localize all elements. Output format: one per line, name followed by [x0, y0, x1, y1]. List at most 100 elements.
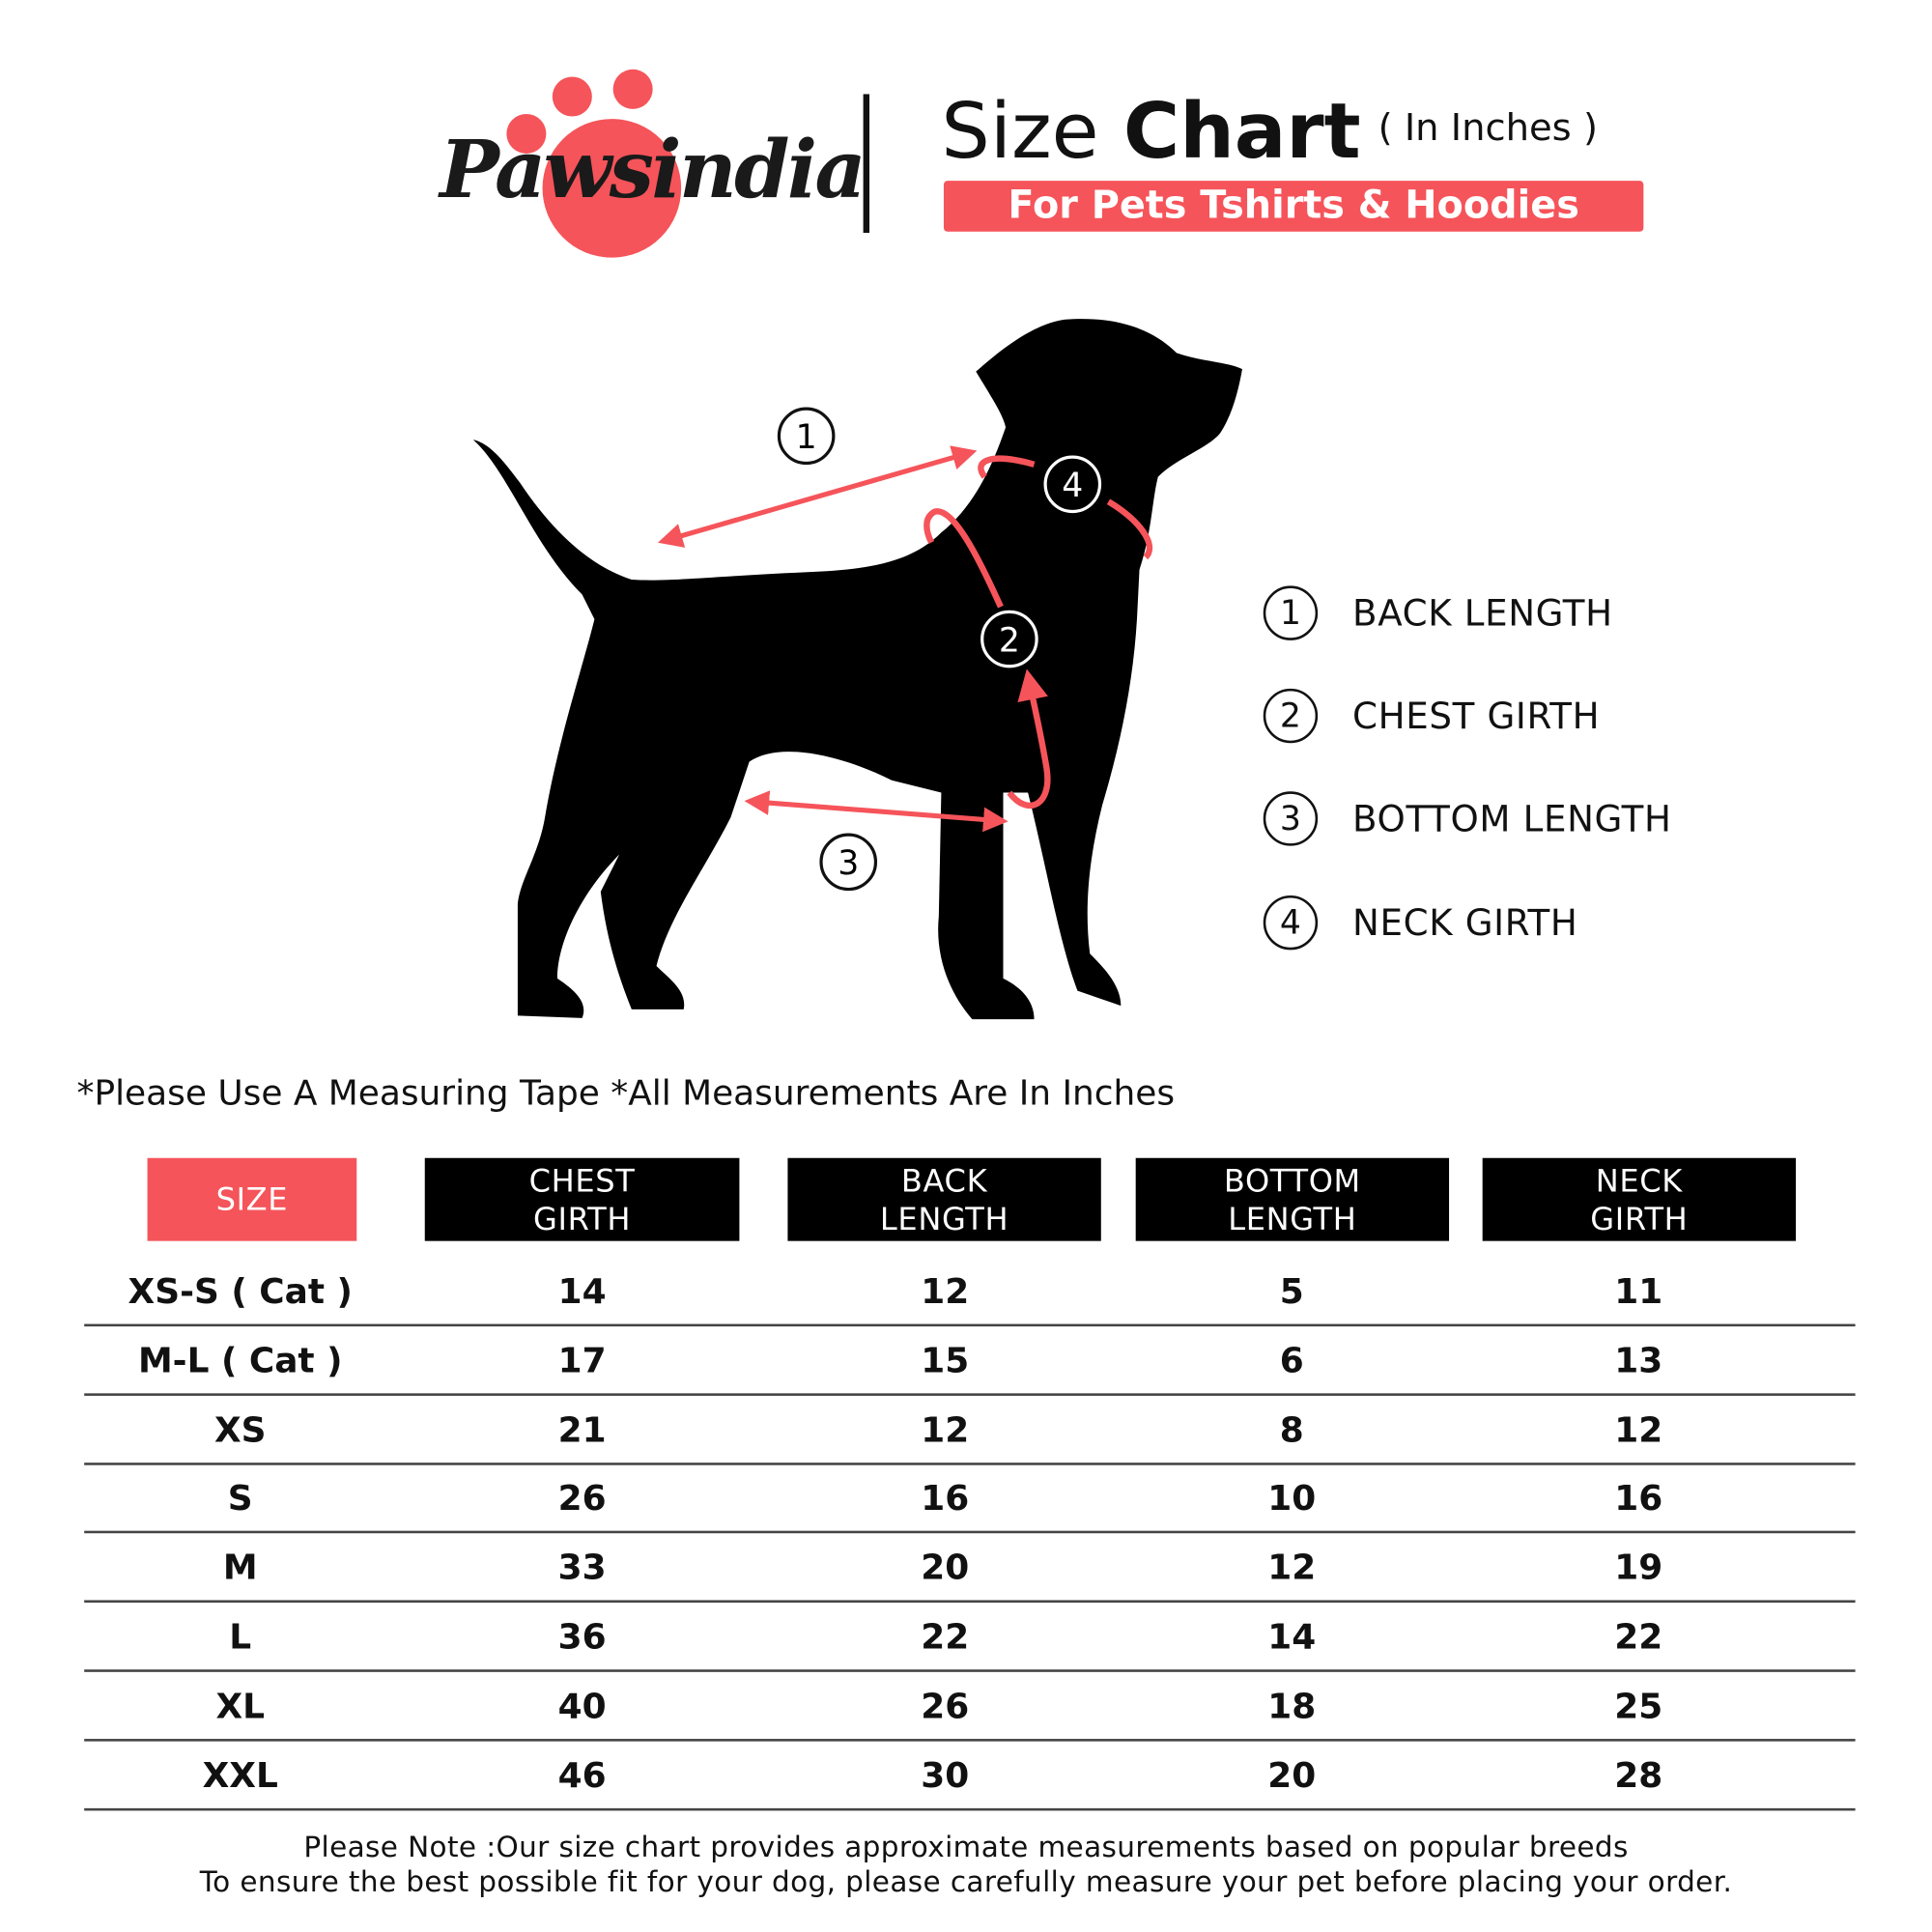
value-cell: 14 [557, 1270, 607, 1312]
table-row: XS 21 12 8 12 [84, 1394, 1856, 1465]
table-row: XL 40 26 18 25 [84, 1670, 1856, 1742]
size-cell: XL [215, 1685, 266, 1726]
chest-girth-arrow [1007, 668, 1051, 809]
value-cell: 22 [921, 1616, 970, 1658]
neck-girth-loop [978, 455, 1153, 560]
footer-note-line-1: Please Note :Our size chart provides app… [303, 1832, 1629, 1864]
svg-text:2: 2 [999, 621, 1020, 660]
value-cell: 21 [557, 1408, 607, 1450]
table-row: XS-S ( Cat ) 14 12 5 11 [84, 1256, 1856, 1327]
value-cell: 33 [557, 1547, 607, 1588]
legend-label: BACK LENGTH [1352, 591, 1613, 635]
value-cell: 11 [1614, 1270, 1663, 1312]
value-cell: 20 [1267, 1754, 1317, 1796]
title-unit: ( In Inches ) [1378, 106, 1598, 151]
back-length-arrow [657, 445, 978, 548]
value-cell: 12 [1614, 1408, 1663, 1450]
value-cell: 26 [921, 1685, 970, 1726]
value-cell: 36 [557, 1616, 607, 1658]
table-row: L 36 22 14 22 [84, 1602, 1856, 1672]
table-row: M 33 20 12 19 [84, 1532, 1856, 1604]
value-cell: 15 [921, 1339, 970, 1381]
marker-4: 4 [1043, 455, 1102, 514]
legend-number: 4 [1263, 895, 1319, 951]
paw-toe-icon [506, 113, 547, 154]
size-cell: S [227, 1478, 253, 1520]
size-cell: XXL [202, 1754, 278, 1796]
measurement-note: *Please Use A Measuring Tape *All Measur… [76, 1072, 1176, 1114]
dog-silhouette [472, 319, 1242, 1020]
header-label: BOTTOM [1223, 1162, 1361, 1199]
header-label: CHEST [528, 1162, 636, 1199]
bottom-length-arrow [744, 790, 1009, 833]
header-label: LENGTH [1228, 1200, 1357, 1237]
size-cell: M-L ( Cat ) [137, 1339, 343, 1381]
value-cell: 10 [1267, 1478, 1317, 1520]
table-row: M-L ( Cat ) 17 15 6 13 [84, 1325, 1856, 1396]
value-cell: 22 [1614, 1616, 1663, 1658]
legend-number: 1 [1263, 585, 1319, 640]
value-cell: 12 [921, 1408, 970, 1450]
title-bold: Chart [1122, 85, 1361, 177]
value-cell: 20 [921, 1547, 970, 1588]
legend-number: 3 [1263, 791, 1319, 846]
value-cell: 26 [557, 1478, 607, 1520]
header-chest-girth: CHEST GIRTH [424, 1157, 740, 1241]
legend-label: CHEST GIRTH [1352, 695, 1601, 737]
legend-item-chest-girth: 2 CHEST GIRTH [1263, 686, 1601, 746]
value-cell: 8 [1279, 1408, 1304, 1450]
header-bottom-length: BOTTOM LENGTH [1135, 1157, 1450, 1241]
value-cell: 46 [557, 1754, 607, 1796]
legend-item-bottom-length: 3 BOTTOM LENGTH [1263, 789, 1672, 849]
brand-logo-text: Pawsindia [440, 124, 867, 217]
marker-3: 3 [819, 833, 878, 892]
value-cell: 12 [921, 1270, 970, 1312]
header-label: LENGTH [879, 1200, 1009, 1237]
value-cell: 16 [921, 1478, 970, 1520]
footer-note-line-2: To ensure the best possible fit for your… [199, 1866, 1733, 1899]
size-cell: XS [213, 1408, 267, 1450]
header-label: GIRTH [1590, 1200, 1689, 1237]
paw-pad-icon [542, 119, 682, 258]
chest-girth-loop [923, 508, 1004, 609]
value-cell: 28 [1614, 1754, 1663, 1796]
size-cell: M [222, 1547, 258, 1588]
header-neck-girth: NECK GIRTH [1482, 1157, 1797, 1241]
legend-label: BOTTOM LENGTH [1352, 797, 1672, 840]
size-cell: XS-S ( Cat ) [128, 1270, 353, 1312]
legend-label: NECK GIRTH [1352, 901, 1578, 944]
paw-toe-icon [552, 76, 592, 117]
header-label: SIZE [215, 1181, 289, 1218]
value-cell: 12 [1267, 1547, 1317, 1588]
header-label: NECK [1595, 1162, 1683, 1199]
value-cell: 30 [921, 1754, 970, 1796]
table-row: S 26 16 10 16 [84, 1463, 1856, 1534]
subtitle-banner: For Pets Tshirts & Hoodies [943, 181, 1644, 232]
value-cell: 14 [1267, 1616, 1317, 1658]
title-light: Size [941, 85, 1099, 177]
header-divider [863, 94, 870, 234]
value-cell: 6 [1279, 1339, 1304, 1381]
value-cell: 18 [1267, 1685, 1317, 1726]
legend-number: 2 [1263, 688, 1319, 744]
svg-text:4: 4 [1062, 467, 1083, 505]
value-cell: 40 [557, 1685, 607, 1726]
header-back-length: BACK LENGTH [787, 1157, 1101, 1241]
size-cell: L [229, 1616, 252, 1658]
paw-toe-icon [612, 69, 653, 109]
page-title: Size Chart ( In Inches ) [941, 84, 1598, 176]
value-cell: 13 [1614, 1339, 1663, 1381]
marker-2: 2 [980, 610, 1038, 668]
value-cell: 16 [1614, 1478, 1663, 1520]
svg-text:3: 3 [838, 844, 859, 883]
header-size: SIZE [147, 1157, 357, 1241]
table-row: XXL 46 30 20 28 [84, 1740, 1856, 1810]
svg-text:1: 1 [796, 418, 817, 457]
value-cell: 19 [1614, 1547, 1663, 1588]
value-cell: 5 [1279, 1270, 1304, 1312]
legend-item-neck-girth: 4 NECK GIRTH [1263, 893, 1578, 952]
header-label: BACK [900, 1162, 988, 1199]
header-label: GIRTH [533, 1200, 632, 1237]
